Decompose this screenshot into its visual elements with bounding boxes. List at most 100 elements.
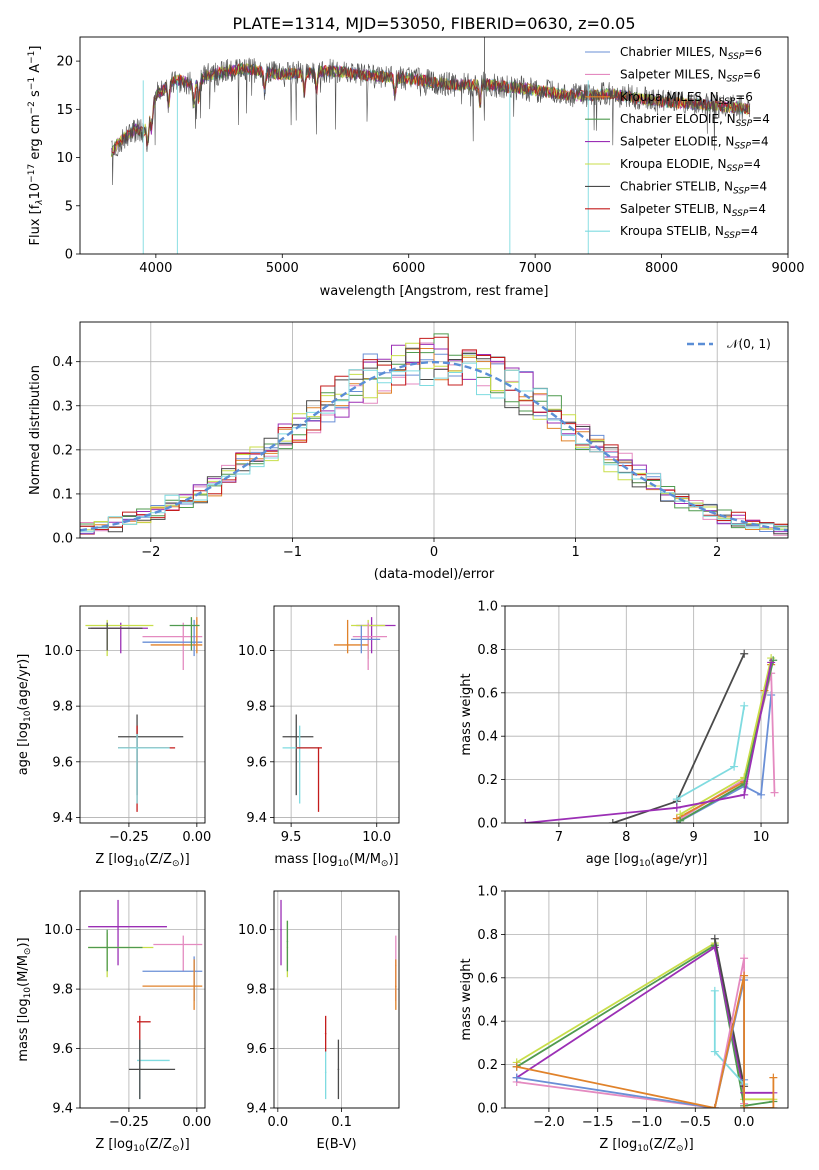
age-vs-Z-xlabel-part: ⊙ (172, 859, 180, 869)
age-vs-mass-xlabel-part: )] (388, 852, 398, 867)
massweight-vs-age-marker-7 (767, 658, 776, 667)
massweight-vs-age-ytick-label: 0.0 (477, 817, 498, 832)
massweight-vs-Z-marker-3 (710, 934, 719, 943)
spectrum-ytick-label: 10 (56, 151, 73, 166)
mass-vs-EBV-point-3 (324, 1032, 327, 1035)
residuals-hist-6 (80, 347, 788, 535)
massweight-vs-Z-line-2 (516, 945, 774, 1094)
mass-vs-EBV-point-7 (395, 985, 397, 987)
age-vs-mass-point-5 (367, 635, 369, 638)
massweight-vs-age-spines (504, 605, 789, 824)
legend-label-6-part: Chabrier STELIB, N (620, 179, 733, 193)
age-vs-Z-ytick-label: 9.6 (52, 755, 73, 770)
age-vs-mass-ytick-label: 9.8 (246, 700, 267, 715)
mass-vs-EBV-xlabel: E(B-V) (316, 1137, 356, 1152)
mass-vs-EBV-point-2 (286, 940, 289, 943)
spectrum-xtick-label: 5000 (266, 261, 299, 276)
massweight-vs-age-marker-3 (770, 788, 779, 797)
spectrum-xtick-label: 9000 (771, 261, 804, 276)
residuals-legend-label: 𝒩(0, 1) (727, 337, 771, 351)
age-vs-Z-ylabel-part: age [log (16, 722, 31, 775)
massweight-vs-age-marker-1 (730, 762, 739, 771)
legend-label-3-part: Chabrier ELODIE, N (620, 112, 736, 126)
massweight-vs-Z-xlabel-part: )] (684, 1137, 694, 1152)
age-vs-Z-point-7 (193, 641, 195, 643)
mass-vs-EBV-frame: 0.0 0.1 9.4 9.6 9.8 10.0 (238, 890, 400, 1130)
spectrum-ytick-label: 20 (56, 55, 73, 70)
age-vs-Z-point-8 (196, 644, 198, 646)
age-vs-mass-xtick-label: 9.5 (281, 830, 302, 845)
age-vs-mass-xlabel: mass [log10​(M/M⊙​)] (274, 852, 398, 869)
massweight-vs-age-ylabel: mass weight (459, 673, 474, 755)
massweight-vs-age-marker-7 (672, 803, 681, 812)
massweight-vs-age-marker-7 (740, 790, 749, 799)
mass-vs-Z-ylabel-part: ⊙ (23, 948, 33, 956)
legend-label-4-part: =4 (751, 135, 769, 149)
spectrum-ylabel-part: s (28, 90, 43, 101)
massweight-vs-Z-ylabel: mass weight (459, 958, 474, 1040)
legend-label-2-part: Kroupa MILES, N (620, 90, 719, 104)
massweight-vs-Z-ytick-label: 0.6 (477, 971, 498, 986)
mass-vs-Z-xtick-label: 0.00 (182, 1115, 211, 1130)
legend-label-7-part: =4 (748, 202, 766, 216)
legend-label-4-part: SSP (734, 142, 751, 152)
spectrum-legend: Chabrier MILES, NSSP​=6 Salpeter MILES, N… (585, 45, 770, 241)
age-vs-mass-xlabel-part: mass [log (274, 852, 337, 867)
residuals-hist-7 (80, 336, 788, 530)
mass-vs-Z-plot-area (88, 899, 203, 1100)
age-vs-Z-plot-area (85, 617, 203, 812)
residuals-xtick-label: −2 (141, 545, 160, 560)
age-vs-Z-xlabel-part: (Z/Z (145, 852, 172, 867)
spectrum-xtick-label: 6000 (392, 261, 425, 276)
age-vs-Z-xlabel-part: 10 (133, 859, 145, 869)
legend-label-8-part: =4 (740, 224, 758, 238)
legend-label-8-part: SSP (724, 231, 741, 241)
age-vs-mass-spines (273, 605, 400, 824)
age-vs-Z-xtick-label: 0.00 (182, 830, 211, 845)
massweight-vs-age-marker-7 (521, 819, 530, 823)
age-vs-mass-axes (274, 606, 399, 823)
spectrum-ytick-label: 5 (65, 199, 73, 214)
legend-label-8-part: Kroupa STELIB, N (620, 224, 724, 238)
spectrum-spines (79, 36, 789, 255)
massweight-vs-Z-ytick-label: 0.2 (477, 1058, 498, 1073)
spectrum-ylabel-part: erg cm (28, 114, 43, 163)
age-vs-mass-point-7 (360, 638, 363, 641)
legend-label-2-part: =6 (735, 90, 753, 104)
legend-label-5-part: Kroupa ELODIE, N (620, 157, 727, 171)
age-vs-Z-point-6 (182, 635, 185, 638)
spectrum-ylabel: Flux [fλ​10−17​ erg cm−2​ s−1​ A−1​] (27, 46, 45, 246)
legend-label-1-part: =6 (743, 67, 761, 81)
massweight-vs-Z-marker-7 (769, 1104, 778, 1108)
mass-vs-EBV-point-4 (324, 1071, 327, 1074)
massweight-vs-age-marker-1 (672, 795, 681, 804)
massweight-vs-Z-xtick-label: −2.0 (533, 1115, 565, 1130)
residuals-ytick-label: 0.1 (52, 487, 73, 502)
age-vs-Z-point-9 (190, 624, 193, 627)
age-vs-Z-ytick-label: 10.0 (44, 644, 73, 659)
massweight-vs-age-xtick-label: 8 (622, 830, 630, 845)
age-vs-mass-xlabel-part: (M/M (349, 852, 381, 867)
massweight-vs-age-xlabel-part: age [log (586, 852, 639, 867)
mass-vs-EBV-ytick-label: 9.4 (246, 1102, 267, 1117)
residuals-gaussian (80, 360, 788, 532)
mass-vs-Z-ytick-label: 10.0 (44, 923, 73, 938)
legend-label-8: Kroupa STELIB, NSSP​=4 (620, 224, 758, 241)
residuals-xtick-label: 0 (430, 545, 438, 560)
age-vs-Z-ytick-label: 9.4 (52, 811, 73, 826)
legend-label-0-part: Chabrier MILES, N (620, 45, 728, 59)
residuals-hist-8 (80, 362, 788, 532)
massweight-vs-Z-marker-7 (512, 1062, 521, 1071)
massweight-vs-age-marker-6 (676, 816, 685, 823)
spectrum-plot-area (111, 37, 751, 254)
mass-vs-EBV-ytick-label: 9.6 (246, 1042, 267, 1057)
spectrum-title: PLATE=1314, MJD=53050, FIBERID=0630, z=0… (232, 14, 635, 33)
mass-vs-Z-xlabel-part: )] (180, 1137, 190, 1152)
spectrum-xtick-label: 8000 (645, 261, 678, 276)
mass-vs-Z-xlabel-part: 10 (133, 1144, 145, 1154)
age-vs-Z-point-2 (136, 747, 138, 749)
massweight-vs-age-ytick-label: 0.6 (477, 686, 498, 701)
massweight-vs-Z-xtick-label: −0.5 (680, 1115, 712, 1130)
